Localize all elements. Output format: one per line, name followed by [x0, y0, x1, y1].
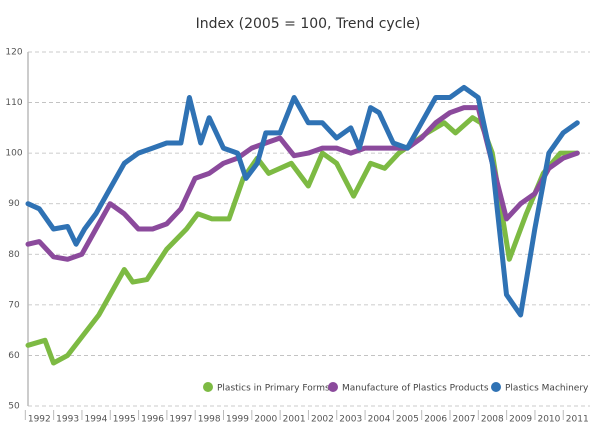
legend-label: Plastics Machinery [505, 384, 589, 394]
x-tick-label: 2002 [311, 415, 334, 425]
y-tick-label: 100 [5, 149, 22, 159]
x-tick-label: 1992 [28, 415, 51, 425]
y-tick-label: 120 [5, 48, 22, 58]
x-tick-label: 2011 [566, 415, 589, 425]
x-tick-label: 2000 [254, 415, 277, 425]
x-tick-label: 2004 [368, 415, 391, 425]
x-tick-label: 2010 [537, 415, 560, 425]
x-tick-label: 2005 [396, 415, 419, 425]
legend: Plastics in Primary Forms Manufacture of … [203, 382, 589, 394]
legend-marker [491, 382, 501, 392]
y-tick-label: 90 [8, 199, 20, 209]
x-tick-label: 2007 [453, 415, 476, 425]
x-tick-label: 1999 [226, 415, 249, 425]
series-line [25, 84, 580, 318]
legend-label: Manufacture of Plastics Products [342, 384, 489, 394]
y-tick-label: 60 [8, 351, 20, 361]
x-tick-label: 1997 [169, 415, 192, 425]
y-tick-label: 50 [8, 402, 20, 412]
x-tick-label: 2009 [509, 415, 532, 425]
x-tick-label: 2006 [424, 415, 447, 425]
legend-marker [203, 382, 213, 392]
x-tick-label: 2008 [481, 415, 504, 425]
y-tick-label: 80 [8, 250, 20, 260]
y-tick-label: 70 [8, 300, 20, 310]
legend-marker [328, 382, 338, 392]
chart-title: Index (2005 = 100, Trend cycle) [196, 16, 421, 32]
x-tick-label: 1998 [198, 415, 221, 425]
x-tick-label: 1996 [141, 415, 164, 425]
x-tick-label: 1995 [113, 415, 136, 425]
y-tick-label: 110 [5, 98, 22, 108]
x-tick-label: 2001 [283, 415, 306, 425]
x-tick-label: 2003 [339, 415, 362, 425]
x-tick-label: 1994 [84, 415, 107, 425]
legend-label: Plastics in Primary Forms [217, 384, 330, 394]
x-tick-label: 1993 [56, 415, 79, 425]
